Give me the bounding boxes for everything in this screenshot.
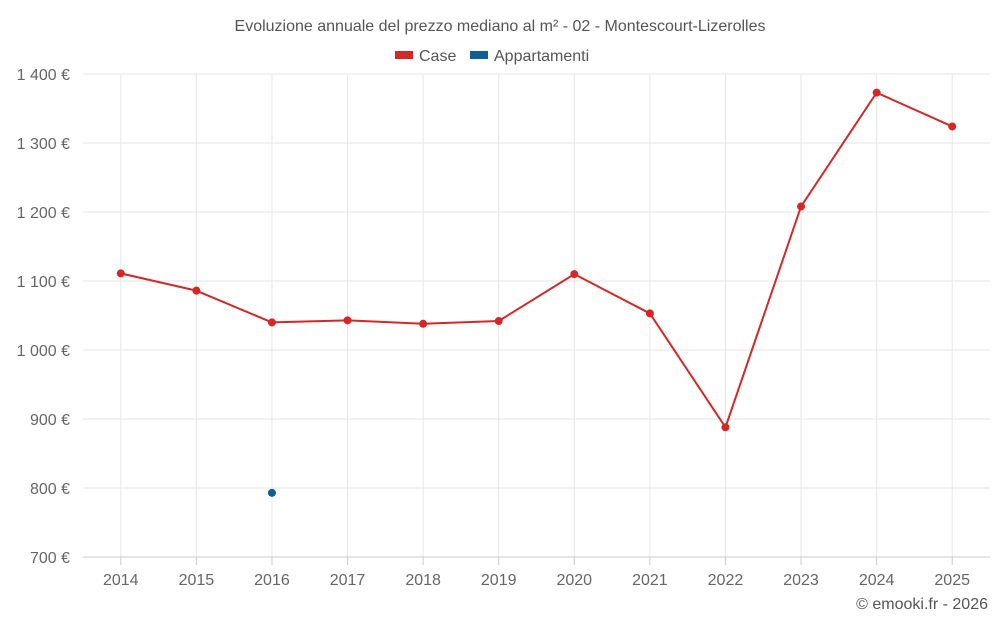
legend-swatch-appartamenti [470, 51, 488, 59]
y-tick-label: 1 300 € [17, 136, 70, 153]
y-tick-label: 1 400 € [17, 67, 70, 84]
x-tick-label: 2018 [405, 572, 441, 589]
axes: 1 400 € 1 300 € 1 200 € 1 100 € 1 000 € 900 €… [17, 67, 990, 589]
data-point-case[interactable] [721, 423, 730, 432]
x-tick-label: 2025 [934, 572, 970, 589]
data-point-case[interactable] [494, 317, 503, 326]
legend-item-appartamenti[interactable]: Appartamenti [470, 48, 589, 65]
data-point-case[interactable] [419, 319, 428, 328]
x-tick-label: 2020 [556, 572, 592, 589]
data-point-case[interactable] [872, 88, 881, 97]
x-tick-label: 2024 [859, 572, 895, 589]
x-tick-label: 2016 [254, 572, 290, 589]
legend-swatch-case [395, 51, 413, 59]
legend: Case Appartamenti [395, 48, 589, 65]
y-tick-label: 1 100 € [17, 274, 70, 291]
y-tick-label: 700 € [30, 550, 70, 567]
y-tick-label: 900 € [30, 412, 70, 429]
data-point-case[interactable] [116, 269, 125, 278]
x-tick-label: 2014 [103, 572, 139, 589]
data-point-case[interactable] [948, 122, 957, 131]
data-point-case[interactable] [192, 286, 201, 295]
x-tick-label: 2021 [632, 572, 668, 589]
x-tick-label: 2017 [330, 572, 366, 589]
x-tick-label: 2023 [783, 572, 819, 589]
x-tick-label: 2015 [179, 572, 215, 589]
y-tick-label: 800 € [30, 481, 70, 498]
plot-area [116, 88, 957, 497]
x-tick-label: 2019 [481, 572, 517, 589]
data-point-case[interactable] [570, 270, 579, 279]
data-point-case[interactable] [797, 202, 806, 211]
legend-label-appartamenti: Appartamenti [494, 48, 589, 65]
data-point-case[interactable] [645, 309, 654, 318]
y-tick-label: 1 200 € [17, 205, 70, 222]
credit-text: © emooki.fr - 2026 [856, 596, 988, 613]
x-tick-label: 2022 [708, 572, 744, 589]
grid [83, 73, 990, 557]
data-point-case[interactable] [343, 316, 352, 325]
legend-item-case[interactable]: Case [395, 48, 456, 65]
series-line-case [120, 91, 953, 429]
legend-label-case: Case [419, 48, 456, 65]
y-tick-label: 1 000 € [17, 343, 70, 360]
data-point-case[interactable] [267, 318, 276, 327]
data-point-appartamenti[interactable] [267, 488, 276, 497]
chart-title: Evoluzione annuale del prezzo mediano al… [235, 18, 766, 35]
